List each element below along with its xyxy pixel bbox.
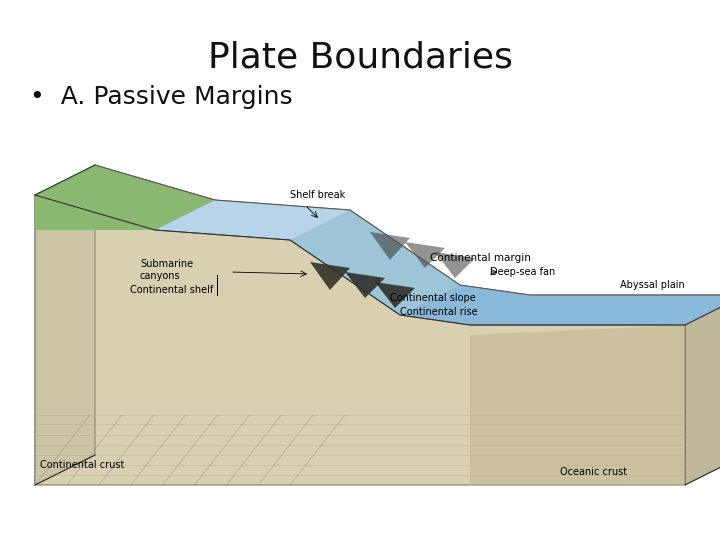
Polygon shape [35,165,215,230]
Polygon shape [685,295,720,485]
Polygon shape [35,195,685,485]
Polygon shape [470,325,685,485]
Text: Plate Boundaries: Plate Boundaries [207,40,513,74]
Text: Continental slope: Continental slope [390,293,476,303]
Polygon shape [35,165,720,325]
Polygon shape [95,165,215,200]
Text: Submarine
canyons: Submarine canyons [140,259,193,281]
Text: Shelf break: Shelf break [290,190,346,200]
Polygon shape [290,210,460,315]
Polygon shape [375,282,415,308]
Polygon shape [370,232,410,260]
Polygon shape [155,200,350,240]
Polygon shape [400,285,720,325]
Text: Continental crust: Continental crust [40,460,125,470]
Text: Continental margin: Continental margin [430,253,531,263]
Text: Abyssal plain: Abyssal plain [620,280,685,290]
Polygon shape [95,165,720,455]
Polygon shape [35,165,95,485]
Text: Continental shelf: Continental shelf [130,285,213,295]
Text: Deep-sea fan: Deep-sea fan [490,267,555,277]
Text: Oceanic crust: Oceanic crust [560,467,627,477]
Text: Continental rise: Continental rise [400,307,477,317]
Polygon shape [405,242,445,268]
Text: •  A. Passive Margins: • A. Passive Margins [30,85,292,109]
Polygon shape [345,272,385,298]
Polygon shape [35,165,215,230]
Polygon shape [435,252,475,278]
Polygon shape [35,195,155,230]
Polygon shape [310,262,350,290]
